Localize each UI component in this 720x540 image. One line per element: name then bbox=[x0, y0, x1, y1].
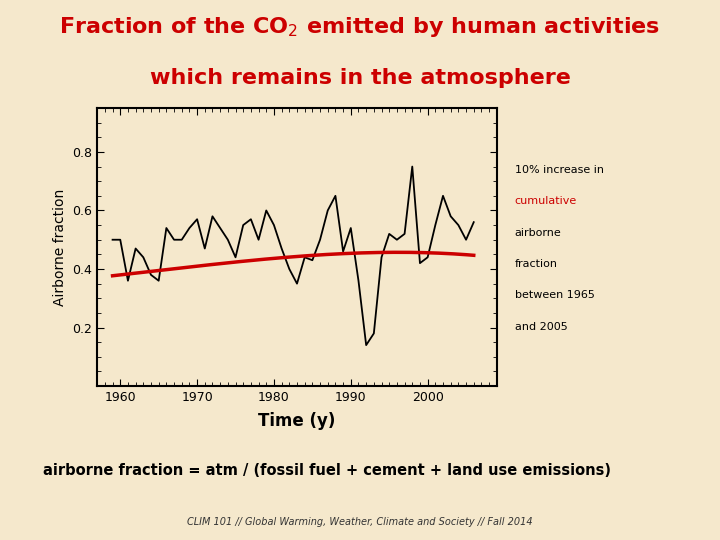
X-axis label: Time (y): Time (y) bbox=[258, 413, 336, 430]
Y-axis label: Airborne fraction: Airborne fraction bbox=[53, 188, 67, 306]
Text: fraction: fraction bbox=[515, 259, 558, 269]
Text: and 2005: and 2005 bbox=[515, 322, 567, 332]
Text: between 1965: between 1965 bbox=[515, 291, 595, 300]
Text: cumulative: cumulative bbox=[515, 197, 577, 206]
Text: CLIM 101 // Global Warming, Weather, Climate and Society // Fall 2014: CLIM 101 // Global Warming, Weather, Cli… bbox=[187, 517, 533, 527]
Text: Fraction of the CO$_2$ emitted by human activities: Fraction of the CO$_2$ emitted by human … bbox=[60, 15, 660, 39]
Text: 10% increase in: 10% increase in bbox=[515, 165, 604, 175]
Text: airborne: airborne bbox=[515, 228, 562, 238]
Text: which remains in the atmosphere: which remains in the atmosphere bbox=[150, 68, 570, 88]
Text: airborne fraction = atm / (fossil fuel + cement + land use emissions): airborne fraction = atm / (fossil fuel +… bbox=[43, 463, 611, 477]
